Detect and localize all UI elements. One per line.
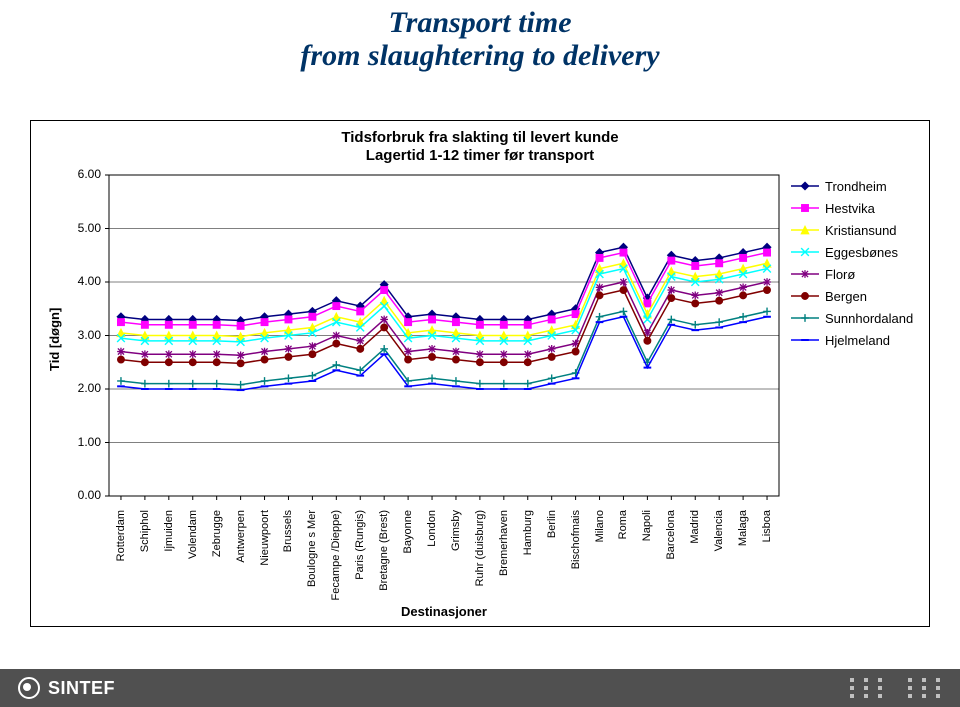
footer-logo: SINTEF [18,677,115,699]
legend-item: Hestvika [791,199,913,217]
x-tick-label: Napoli [641,510,653,620]
legend-label: Hestvika [825,201,875,216]
sintef-logo-icon [18,677,40,699]
x-tick-label: Zebrugge [211,510,223,620]
legend-label: Sunnhordaland [825,311,913,326]
legend-label: Bergen [825,289,867,304]
legend-key-icon [791,179,819,193]
legend-item: Sunnhordaland [791,309,913,327]
x-tick-label: Bischofmais [570,510,582,620]
x-tick-label: Schiphol [139,510,151,620]
legend-item: Trondheim [791,177,913,195]
y-tick-label: 1.00 [67,435,101,449]
y-tick-label: 6.00 [67,167,101,181]
x-axis-label: Destinasjoner [109,604,779,619]
x-tick-label: Hamburg [522,510,534,620]
y-tick-label: 4.00 [67,274,101,288]
x-tick-label: Bayonne [402,510,414,620]
x-tick-label: Grimsby [450,510,462,620]
legend-item: Florø [791,265,913,283]
x-tick-label: Berlin [546,510,558,620]
x-tick-label: Ijmuiden [163,510,175,620]
legend-key-icon [791,333,819,347]
legend-key-icon [791,245,819,259]
y-tick-label: 5.00 [67,221,101,235]
x-tick-label: Bremerhaven [498,510,510,620]
legend-label: Trondheim [825,179,887,194]
legend-item: Hjelmeland [791,331,913,349]
legend-key-icon [791,289,819,303]
legend-key-icon [791,201,819,215]
legend-item: Eggesbønes [791,243,913,261]
x-tick-label: Lisboa [761,510,773,620]
y-axis-label: Tid [døgn] [47,307,62,370]
legend-label: Eggesbønes [825,245,898,260]
legend-key-icon [791,223,819,237]
x-tick-label: Nieuwpoort [259,510,271,620]
x-tick-label: Ruhr (duisburg) [474,510,486,620]
x-tick-label: London [426,510,438,620]
x-tick-label: Brussels [282,510,294,620]
title-line-1: Transport time [0,6,960,39]
legend-label: Florø [825,267,855,282]
legend-key-icon [791,311,819,325]
x-tick-label: Paris (Rungis) [354,510,366,620]
x-tick-label: Malaga [737,510,749,620]
x-tick-label: Milano [594,510,606,620]
slide-title: Transport time from slaughtering to deli… [0,0,960,72]
legend-label: Kristiansund [825,223,897,238]
x-tick-label: Barcelona [665,510,677,620]
x-tick-label: Madrid [689,510,701,620]
legend-item: Kristiansund [791,221,913,239]
legend-key-icon [791,267,819,281]
chart-container: Tidsforbruk fra slakting til levert kund… [30,120,930,627]
x-tick-label: Antwerpen [235,510,247,620]
y-tick-label: 2.00 [67,381,101,395]
y-tick-label: 0.00 [67,488,101,502]
footer-logo-text: SINTEF [48,678,115,699]
x-tick-label: Fecampe /Dieppe) [330,510,342,620]
legend: Trondheim Hestvika Kristiansund Eggesbønes F… [791,177,913,353]
y-tick-label: 3.00 [67,328,101,342]
title-line-2: from slaughtering to delivery [0,39,960,72]
x-tick-label: Rotterdam [115,510,127,620]
footer-bar: SINTEF [0,669,960,707]
x-tick-label: Roma [617,510,629,620]
x-tick-label: Bretagne (Brest) [378,510,390,620]
legend-item: Bergen [791,287,913,305]
x-tick-label: Boulogne s Mer [306,510,318,620]
x-tick-label: Valencia [713,510,725,620]
x-tick-label: Volendam [187,510,199,620]
legend-label: Hjelmeland [825,333,890,348]
footer-dot-grid [842,676,942,700]
slide: { "title_line1": "Transport time", "titl… [0,0,960,707]
